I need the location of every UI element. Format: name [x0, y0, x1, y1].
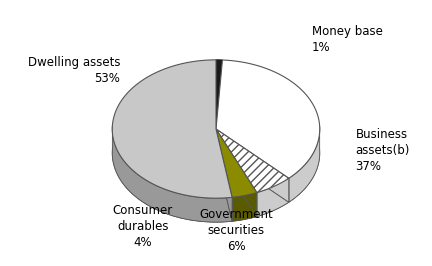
Text: Government
securities
6%: Government securities 6%: [199, 207, 273, 253]
Polygon shape: [216, 129, 289, 202]
Text: Consumer
durables
4%: Consumer durables 4%: [113, 203, 173, 249]
Polygon shape: [216, 129, 257, 197]
Polygon shape: [232, 193, 257, 221]
Polygon shape: [112, 126, 232, 222]
Text: Business
assets(b)
37%: Business assets(b) 37%: [356, 128, 410, 173]
Polygon shape: [216, 60, 320, 178]
Ellipse shape: [112, 84, 320, 222]
Polygon shape: [216, 129, 289, 202]
Polygon shape: [216, 129, 289, 193]
Polygon shape: [216, 129, 257, 217]
Polygon shape: [257, 178, 289, 217]
Polygon shape: [112, 60, 232, 198]
Polygon shape: [216, 129, 232, 221]
Text: Dwelling assets
53%: Dwelling assets 53%: [28, 56, 120, 85]
Polygon shape: [216, 129, 257, 217]
Text: Money base
1%: Money base 1%: [312, 25, 383, 55]
Polygon shape: [289, 126, 320, 202]
Polygon shape: [216, 129, 232, 221]
Polygon shape: [216, 60, 222, 129]
